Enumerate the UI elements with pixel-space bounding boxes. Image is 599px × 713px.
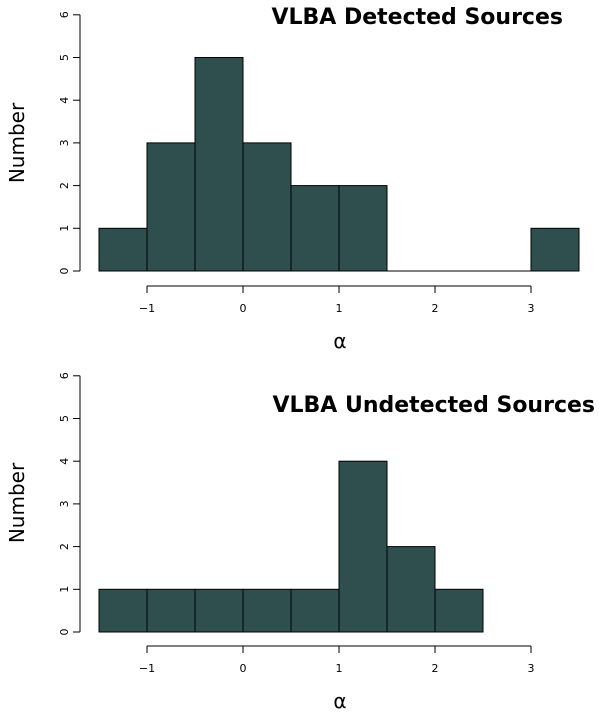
histogram-bar bbox=[386, 546, 436, 633]
y-tick-label: 5 bbox=[58, 415, 71, 422]
y-axis-title-detected: Number bbox=[5, 102, 29, 183]
y-tick-label: 2 bbox=[58, 182, 71, 189]
histogram-bar bbox=[290, 185, 340, 272]
histogram-bar bbox=[290, 588, 340, 633]
panel-detected: 0 1 2 3 4 5 6 −1 0 1 2 3 VLBA Detected Sources Num… bbox=[5, 5, 580, 353]
histogram-bar bbox=[338, 460, 388, 633]
y-tick-label: 3 bbox=[58, 500, 71, 507]
y-axis-undetected: 0 1 2 3 4 5 6 bbox=[58, 372, 81, 636]
x-tick-label: 0 bbox=[240, 662, 247, 675]
x-tick-label: 3 bbox=[528, 662, 535, 675]
histogram-bar bbox=[146, 142, 196, 272]
x-tick-label: 2 bbox=[432, 662, 439, 675]
bars-detected bbox=[98, 57, 580, 272]
y-tick-label: 1 bbox=[58, 586, 71, 593]
x-tick-label: 0 bbox=[240, 302, 247, 315]
x-axis-detected: −1 0 1 2 3 bbox=[139, 285, 535, 315]
x-axis-undetected: −1 0 1 2 3 bbox=[139, 645, 535, 675]
x-tick-label: 1 bbox=[336, 302, 343, 315]
x-tick-label: −1 bbox=[139, 662, 155, 675]
chart-title-undetected: VLBA Undetected Sources bbox=[272, 393, 595, 418]
y-tick-label: 1 bbox=[58, 225, 71, 232]
histogram-bar bbox=[146, 588, 196, 633]
x-tick-label: 1 bbox=[336, 662, 343, 675]
histogram-bar bbox=[338, 185, 388, 272]
y-tick-label: 6 bbox=[58, 11, 71, 18]
histogram-bar bbox=[434, 588, 484, 633]
y-tick-label: 2 bbox=[58, 543, 71, 550]
histogram-bar bbox=[242, 142, 292, 272]
y-tick-label: 4 bbox=[58, 97, 71, 104]
y-tick-label: 6 bbox=[58, 372, 71, 379]
x-axis-title-detected: α bbox=[333, 329, 346, 353]
y-tick-label: 4 bbox=[58, 458, 71, 465]
x-tick-label: 3 bbox=[528, 302, 535, 315]
x-axis-title-undetected: α bbox=[333, 689, 346, 713]
y-axis-title-undetected: Number bbox=[5, 462, 29, 543]
y-tick-label: 3 bbox=[58, 139, 71, 146]
x-tick-label: 2 bbox=[432, 302, 439, 315]
histogram-bar bbox=[530, 227, 580, 272]
histogram-bar bbox=[242, 588, 292, 633]
y-axis-detected: 0 1 2 3 4 5 6 bbox=[58, 11, 81, 275]
histogram-bar bbox=[98, 227, 148, 272]
y-tick-label: 0 bbox=[58, 268, 71, 275]
x-tick-label: −1 bbox=[139, 302, 155, 315]
histogram-bar bbox=[194, 57, 244, 272]
chart-title-detected: VLBA Detected Sources bbox=[271, 5, 563, 30]
histogram-bar bbox=[194, 588, 244, 633]
y-tick-label: 5 bbox=[58, 54, 71, 61]
panel-undetected: 0 1 2 3 4 5 6 −1 0 1 2 3 VLBA Undetected Sources N… bbox=[5, 372, 595, 713]
bars-undetected bbox=[98, 460, 484, 633]
histogram-bar bbox=[98, 588, 148, 633]
y-tick-label: 0 bbox=[58, 629, 71, 636]
